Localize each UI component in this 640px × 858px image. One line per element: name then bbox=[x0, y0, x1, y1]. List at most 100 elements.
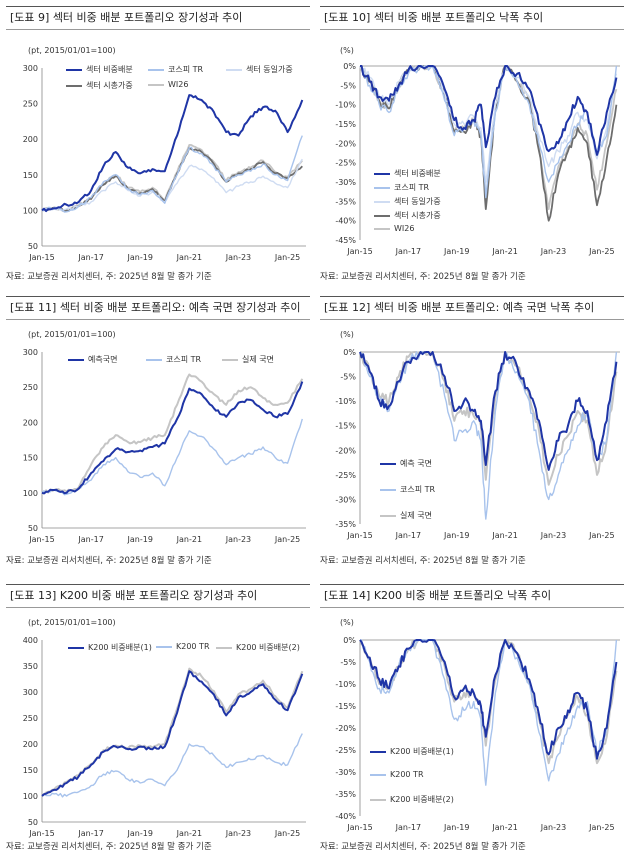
legend-swatch bbox=[380, 462, 396, 465]
legend-item-wi26: WI26 bbox=[374, 224, 414, 233]
series-line-3 bbox=[359, 639, 618, 765]
source-caption: 자료: 교보증권 리서치센터, 주: 2025년 8월 말 종가 기준 bbox=[320, 556, 526, 566]
legend-label: 실제 국면 bbox=[242, 355, 274, 364]
y-tick-label: 150 bbox=[23, 454, 38, 463]
y-tick-label: 350 bbox=[23, 662, 38, 671]
legend-swatch bbox=[66, 84, 82, 87]
y-tick-label: -20% bbox=[335, 724, 356, 733]
series-line-2 bbox=[359, 65, 618, 199]
y-tick-label: 0% bbox=[343, 62, 356, 71]
y-tick-label: -5% bbox=[340, 81, 356, 90]
legend-swatch bbox=[374, 200, 390, 203]
legend-swatch bbox=[374, 227, 390, 230]
x-tick-label: Jan-25 bbox=[588, 531, 614, 540]
source-caption: 자료: 교보증권 리서치센터, 주: 2025년 8월 말 종가 기준 bbox=[6, 556, 212, 566]
x-tick-label: Jan-25 bbox=[588, 823, 614, 832]
legend-item-sector-mcap: 섹터 시총가중 bbox=[374, 210, 441, 221]
legend-label: WI26 bbox=[168, 80, 189, 89]
legend-item-predicted-regime: 예측국면 bbox=[68, 354, 117, 365]
y-tick-label: 250 bbox=[23, 383, 38, 392]
legend-item-predicted-regime: 예측 국면 bbox=[380, 458, 432, 469]
y-tick-label: -40% bbox=[335, 217, 356, 226]
y-tick-label: 100 bbox=[23, 206, 38, 215]
source-caption: 자료: 교보증권 리서치센터, 주: 2025년 8월 말 종가 기준 bbox=[320, 272, 526, 282]
legend-label: 코스피 TR bbox=[166, 355, 202, 364]
legend-swatch bbox=[146, 358, 162, 361]
series-line-1 bbox=[360, 65, 618, 156]
y-tick-label: 50 bbox=[28, 818, 38, 827]
source-caption: 자료: 교보증권 리서치센터, 주: 2025년 8월 말 종가 기준 bbox=[6, 272, 212, 282]
legend-item-sector-weighted: 섹터 비중배분 bbox=[66, 64, 133, 75]
x-tick-label: Jan-23 bbox=[225, 253, 251, 262]
legend-swatch bbox=[226, 68, 242, 71]
legend-swatch bbox=[370, 798, 386, 801]
x-tick-label: Jan-21 bbox=[491, 247, 517, 256]
unit-label: (%) bbox=[340, 618, 354, 627]
y-tick-label: -30% bbox=[335, 768, 356, 777]
series-line-4 bbox=[41, 146, 303, 212]
y-tick-label: 150 bbox=[23, 171, 38, 180]
legend-label: WI26 bbox=[394, 224, 415, 233]
legend-label: K200 비중배분(1) bbox=[390, 747, 454, 756]
legend-item-sector-equal: 섹터 동일가중 bbox=[226, 64, 293, 75]
panel-title: [도표 12] 섹터 비중 배분 포트폴리오: 예측 국면 낙폭 추이 bbox=[320, 296, 624, 320]
x-tick-label: Jan-21 bbox=[176, 829, 202, 838]
series-line-1 bbox=[359, 639, 618, 760]
legend-swatch bbox=[374, 214, 390, 217]
x-tick-label: Jan-19 bbox=[127, 253, 153, 262]
x-tick-label: Jan-17 bbox=[77, 829, 103, 838]
y-tick-label: -10% bbox=[335, 680, 356, 689]
x-tick-label: Jan-15 bbox=[346, 823, 372, 832]
legend-swatch bbox=[66, 68, 82, 71]
series-line-1 bbox=[41, 381, 304, 495]
x-tick-label: Jan-19 bbox=[443, 531, 469, 540]
legend-item-k200-weighted-2: K200 비중배분(2) bbox=[370, 794, 454, 805]
legend-swatch bbox=[156, 645, 172, 648]
y-tick-label: 250 bbox=[23, 714, 38, 723]
y-tick-label: 50 bbox=[28, 242, 38, 251]
y-tick-label: -30% bbox=[335, 178, 356, 187]
legend-item-k200-tr: K200 TR bbox=[370, 770, 424, 779]
legend-label: 예측국면 bbox=[88, 355, 118, 364]
x-tick-label: Jan-15 bbox=[346, 531, 372, 540]
y-tick-label: -5% bbox=[340, 373, 356, 382]
legend-label: 섹터 비중배분 bbox=[394, 169, 441, 178]
legend: 섹터 비중배분 코스피 TR 섹터 동일가중 섹터 시총가중 WI26 bbox=[66, 64, 316, 102]
legend-item-sector-weighted: 섹터 비중배분 bbox=[374, 168, 441, 179]
y-tick-label: -35% bbox=[335, 197, 356, 206]
legend-label: 실제 국면 bbox=[400, 511, 432, 520]
y-tick-label: -45% bbox=[335, 236, 356, 245]
x-tick-label: Jan-19 bbox=[127, 535, 153, 544]
legend-swatch bbox=[374, 172, 390, 175]
legend-label: 코스피 TR bbox=[400, 485, 436, 494]
drawdown-line-chart: -35% -30% -25% -20% -15% -10% -5% 0% Jan-15 Jan-1… bbox=[335, 348, 620, 540]
panel-title: [도표 10] 섹터 비중 배분 포트폴리오 낙폭 추이 bbox=[320, 6, 624, 30]
legend-item-kospi-tr: 코스피 TR bbox=[148, 64, 203, 75]
series-line-1 bbox=[359, 351, 618, 471]
legend-swatch bbox=[370, 773, 386, 776]
x-tick-label: Jan-19 bbox=[443, 823, 469, 832]
x-tick-label: Jan-15 bbox=[28, 829, 54, 838]
legend-item-actual-regime: 실제 국면 bbox=[222, 354, 274, 365]
y-tick-label: 400 bbox=[23, 636, 38, 645]
y-tick-label: 150 bbox=[23, 766, 38, 775]
x-tick-label: Jan-17 bbox=[395, 823, 421, 832]
legend-item-actual-regime: 실제 국면 bbox=[380, 510, 432, 521]
y-tick-label: -30% bbox=[335, 495, 356, 504]
legend-swatch bbox=[68, 358, 84, 361]
x-tick-label: Jan-25 bbox=[588, 247, 614, 256]
source-caption: 자료: 교보증권 리서치센터, 주: 2025년 8월 말 종가 기준 bbox=[320, 842, 526, 852]
x-tick-label: Jan-19 bbox=[443, 247, 469, 256]
legend-item-kospi-tr: 코스피 TR bbox=[380, 484, 435, 495]
series-line-3 bbox=[41, 158, 303, 212]
legend-label: K200 비중배분(1) bbox=[88, 643, 152, 652]
y-tick-label: 50 bbox=[28, 524, 38, 533]
y-tick-label: -15% bbox=[335, 120, 356, 129]
x-tick-label: Jan-21 bbox=[491, 823, 517, 832]
legend-label: 섹터 비중배분 bbox=[86, 65, 133, 74]
legend-label: 섹터 시총가중 bbox=[86, 81, 133, 90]
performance-line-chart: 50 100 150 200 250 300 Jan-15 Jan-17 Jan-19 Jan-2… bbox=[23, 64, 306, 262]
x-tick-label: Jan-25 bbox=[274, 535, 300, 544]
drawdown-line-chart: -40% -35% -30% -25% -20% -15% -10% -5% 0% Jan-15 J… bbox=[335, 636, 620, 832]
